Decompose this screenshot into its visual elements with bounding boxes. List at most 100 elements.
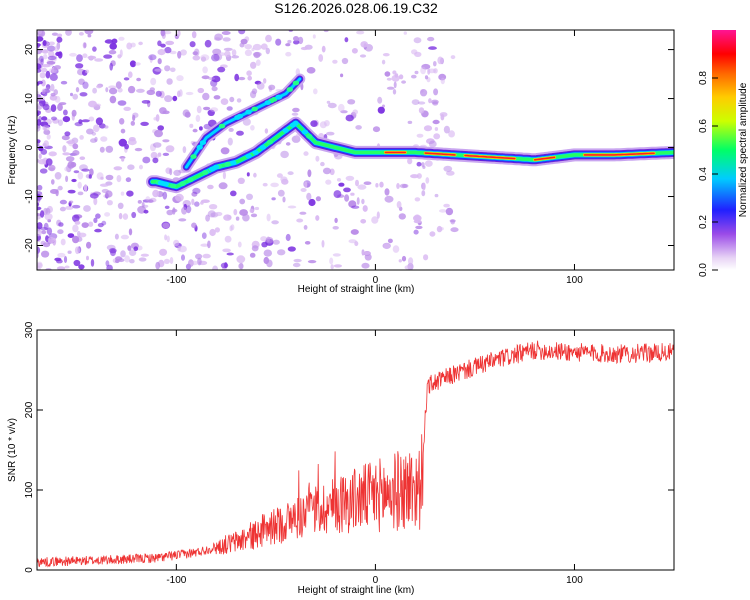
noise-blob xyxy=(83,205,91,212)
noise-blob xyxy=(100,136,108,142)
noise-blob xyxy=(266,213,271,222)
noise-blob xyxy=(190,140,196,145)
noise-blob xyxy=(37,82,40,86)
noise-blob xyxy=(103,125,109,129)
noise-blob xyxy=(304,241,311,245)
noise-blob xyxy=(207,184,214,190)
noise-blob xyxy=(37,68,42,73)
noise-blob xyxy=(381,59,386,65)
noise-blob xyxy=(214,211,223,217)
noise-blob xyxy=(398,74,404,80)
noise-blob xyxy=(382,104,385,108)
noise-blob xyxy=(240,38,248,45)
noise-blob xyxy=(120,234,129,240)
noise-blob xyxy=(47,55,57,61)
colorbar-tick-label: 0.0 xyxy=(698,263,709,277)
noise-blob xyxy=(293,258,302,263)
noise-blob xyxy=(169,257,174,264)
noise-blob xyxy=(341,57,349,65)
noise-blob xyxy=(433,61,437,67)
noise-blob xyxy=(77,181,82,189)
noise-blob xyxy=(321,45,326,53)
noise-blob xyxy=(94,136,98,142)
noise-blob xyxy=(73,259,81,267)
noise-blob xyxy=(76,54,83,62)
noise-blob xyxy=(78,232,87,238)
noise-blob xyxy=(122,213,129,220)
ridge-spot xyxy=(202,170,209,175)
noise-blob xyxy=(192,55,201,61)
noise-blob xyxy=(422,182,426,191)
noise-blob xyxy=(326,131,335,136)
snr-xlabel: Height of straight line (km) xyxy=(298,585,415,596)
noise-blob xyxy=(54,257,62,262)
noise-blob xyxy=(104,212,111,217)
spectrogram-ylabel: Frequency (Hz) xyxy=(7,116,18,185)
noise-blob xyxy=(352,109,359,115)
noise-blob xyxy=(50,92,56,97)
figure-title: S126.2026.028.06.19.C32 xyxy=(274,0,438,16)
noise-blob xyxy=(177,50,182,59)
noise-blob xyxy=(296,218,304,223)
noise-blob xyxy=(65,30,72,36)
snr-frame xyxy=(36,329,675,571)
noise-blob xyxy=(54,45,59,52)
noise-blob xyxy=(116,175,122,183)
noise-blob xyxy=(204,39,212,48)
noise-blob xyxy=(92,46,97,52)
colorbar-tick-label: 0.2 xyxy=(698,215,709,229)
noise-blob xyxy=(304,181,308,188)
noise-blob xyxy=(48,41,55,46)
noise-blob xyxy=(95,117,103,126)
noise-blob xyxy=(74,220,81,225)
noise-blob xyxy=(421,63,431,70)
noise-blob xyxy=(252,43,262,51)
noise-blob xyxy=(178,245,187,253)
noise-blob xyxy=(127,85,136,94)
noise-blob xyxy=(59,199,67,205)
noise-blob xyxy=(88,116,95,122)
noise-blob xyxy=(37,105,41,112)
noise-blob xyxy=(200,56,207,62)
noise-blob xyxy=(157,49,166,56)
noise-blob xyxy=(220,98,229,105)
noise-blob xyxy=(41,116,48,121)
snr-content xyxy=(37,340,674,568)
x-tick-label: -100 xyxy=(166,275,186,286)
noise-blob xyxy=(217,66,226,73)
noise-blob xyxy=(93,217,98,223)
noise-blob xyxy=(355,125,362,130)
noise-blob xyxy=(142,156,151,164)
noise-blob xyxy=(78,32,84,36)
spectrogram-frame xyxy=(36,29,675,271)
noise-blob xyxy=(65,156,75,162)
noise-blob xyxy=(37,63,42,70)
y-tick-label: 200 xyxy=(24,401,35,418)
ridge-spot xyxy=(157,180,165,186)
noise-blob xyxy=(191,191,198,197)
noise-blob xyxy=(189,260,199,266)
noise-blob xyxy=(43,140,49,148)
noise-blob xyxy=(106,264,113,270)
noise-blob xyxy=(109,95,117,104)
noise-blob xyxy=(105,87,109,93)
noise-blob xyxy=(165,40,175,46)
noise-blob xyxy=(114,233,119,240)
noise-blob xyxy=(323,30,329,33)
noise-blob xyxy=(440,114,445,121)
colorbar: 0.0 0.2 0.4 0.6 0.8 Normalized spectral ampl… xyxy=(698,30,749,277)
noise-blob xyxy=(251,245,259,252)
noise-blob xyxy=(84,30,94,35)
noise-blob xyxy=(130,120,135,126)
noise-blob xyxy=(325,179,332,185)
noise-blob xyxy=(51,68,55,72)
noise-blob xyxy=(72,235,80,244)
noise-blob xyxy=(104,39,114,44)
noise-blob xyxy=(276,173,283,178)
noise-blob xyxy=(226,106,233,111)
ridge-spot xyxy=(196,144,203,150)
noise-blob xyxy=(227,137,233,146)
noise-blob xyxy=(67,189,76,194)
noise-blob xyxy=(229,96,235,103)
